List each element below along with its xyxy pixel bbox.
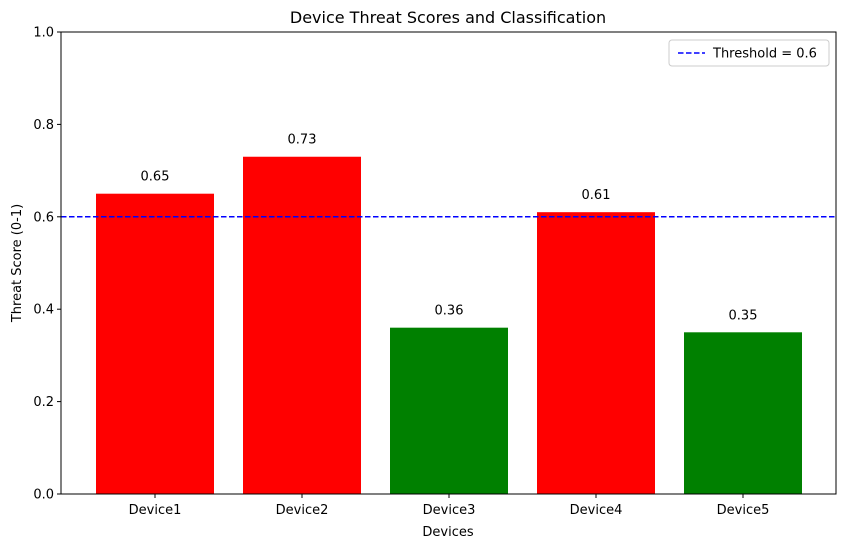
x-tick-label: Device3 bbox=[423, 503, 476, 518]
bar-value-label: 0.61 bbox=[582, 188, 611, 203]
bar-device4 bbox=[537, 212, 655, 494]
legend-box bbox=[668, 39, 830, 67]
bar-device2 bbox=[243, 156, 361, 495]
x-axis: Device1 Device2 Device3 Device4 Device5 bbox=[129, 494, 770, 518]
bars-group: 0.65 0.73 0.36 0.61 0.35 bbox=[96, 133, 802, 495]
y-tick-label: 0.4 bbox=[33, 303, 54, 318]
bar-value-label: 0.35 bbox=[729, 308, 758, 323]
bar-value-label: 0.73 bbox=[288, 133, 317, 148]
x-tick-label: Device4 bbox=[570, 503, 623, 518]
bar-device3 bbox=[390, 327, 508, 494]
bar-device1 bbox=[96, 193, 214, 494]
y-tick-label: 0.2 bbox=[33, 395, 54, 410]
y-tick-label: 1.0 bbox=[33, 26, 54, 41]
x-tick-label: Device5 bbox=[717, 503, 770, 518]
legend: Threshold = 0.6 bbox=[668, 39, 830, 67]
y-tick-label: 0.8 bbox=[33, 118, 54, 133]
bar-device5 bbox=[684, 332, 802, 494]
y-axis-label: Threat Score (0-1) bbox=[10, 204, 25, 323]
x-tick-label: Device2 bbox=[276, 503, 329, 518]
x-axis-label: Devices bbox=[422, 525, 473, 540]
y-tick-label: 0.0 bbox=[33, 488, 54, 503]
x-tick-label: Device1 bbox=[129, 503, 182, 518]
bar-value-label: 0.36 bbox=[435, 304, 464, 319]
legend-threshold-label: Threshold = 0.6 bbox=[712, 47, 817, 62]
y-tick-label: 0.6 bbox=[33, 210, 54, 225]
y-axis: 0.0 0.2 0.4 0.6 0.8 1.0 bbox=[33, 26, 61, 503]
chart-title: Device Threat Scores and Classification bbox=[290, 8, 606, 27]
bar-value-label: 0.65 bbox=[141, 170, 170, 185]
